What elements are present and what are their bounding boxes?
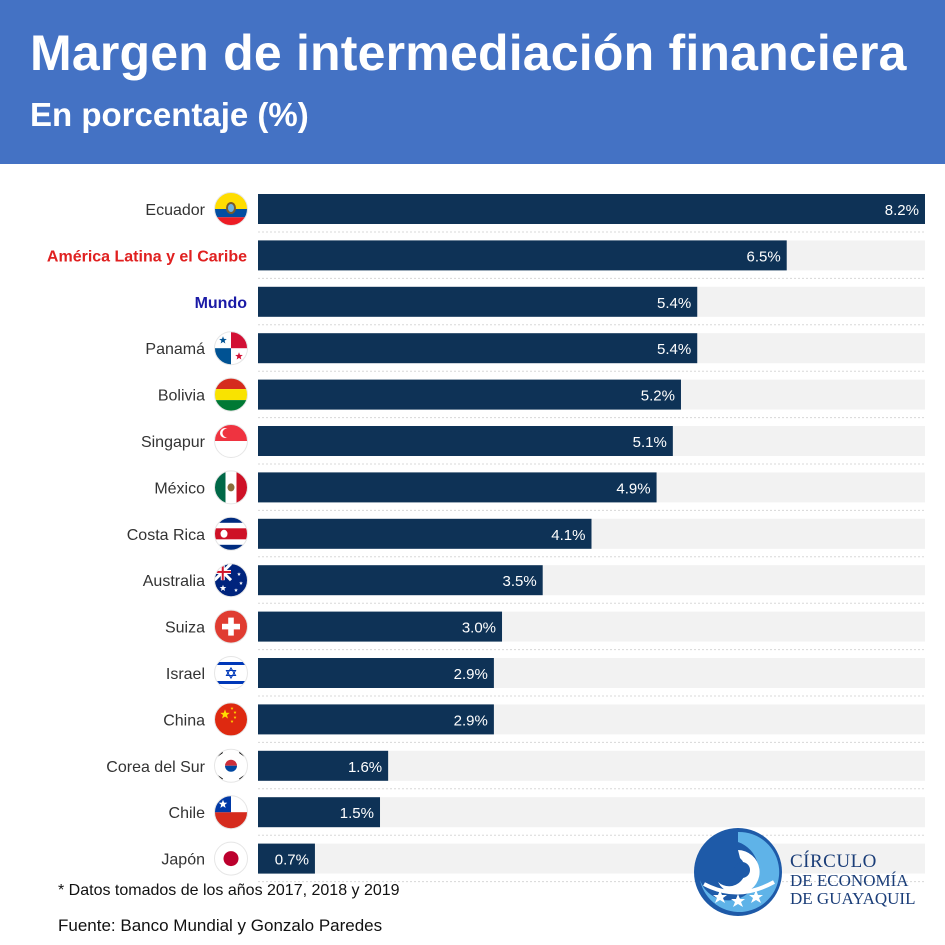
footnote: * Datos tomados de los años 2017, 2018 y…	[58, 882, 400, 899]
category-label: Ecuador	[145, 202, 205, 219]
chart-title: Margen de intermediación financiera	[30, 25, 907, 81]
logo-line-2: DE ECONOMÍA	[790, 871, 909, 890]
value-label: 3.0%	[462, 620, 496, 637]
value-label: 1.6%	[348, 759, 382, 776]
category-label: Singapur	[141, 434, 206, 451]
category-label: Mundo	[195, 295, 248, 312]
bar-7	[258, 518, 592, 549]
bar-1	[258, 240, 787, 271]
brand-logo: CÍRCULO DE ECONOMÍA DE GUAYAQUIL	[690, 824, 930, 924]
australia-flag-icon	[214, 563, 248, 598]
china-flag-icon	[214, 702, 248, 737]
category-label: Israel	[166, 666, 205, 683]
logo-line-3: DE GUAYAQUIL	[790, 889, 916, 908]
category-label: Japón	[161, 852, 205, 869]
costa-rica-flag-icon	[214, 516, 248, 551]
bar-3	[258, 333, 698, 364]
value-label: 1.5%	[340, 805, 374, 822]
logo-line-1: CÍRCULO	[790, 851, 877, 872]
category-label: Corea del Sur	[106, 759, 205, 776]
value-label: 5.4%	[657, 341, 691, 358]
bar-6	[258, 472, 657, 503]
category-label: Chile	[169, 805, 206, 822]
source-note: Fuente: Banco Mundial y Gonzalo Paredes	[58, 916, 383, 935]
category-label: China	[163, 712, 205, 729]
header-banner: Margen de intermediación financiera En p…	[0, 0, 945, 164]
bar-8	[258, 565, 543, 596]
circulo-logo-swirl-icon	[694, 828, 782, 916]
bar-10	[258, 658, 494, 688]
value-label: 3.5%	[502, 573, 536, 590]
value-label: 6.5%	[747, 248, 781, 265]
bolivia-flag-icon	[214, 377, 248, 412]
bar-13	[258, 797, 381, 828]
south-korea-flag-icon	[214, 748, 248, 783]
ecuador-flag-icon	[214, 192, 248, 226]
value-label: 2.9%	[454, 666, 488, 683]
bar-4	[258, 379, 681, 410]
category-label: Costa Rica	[127, 527, 205, 544]
value-label: 5.2%	[641, 388, 675, 405]
value-label: 0.7%	[275, 852, 309, 869]
category-label: Panamá	[145, 341, 205, 358]
bar-5	[258, 426, 673, 456]
value-label: 4.9%	[616, 480, 650, 497]
bar-12	[258, 750, 389, 781]
value-label: 5.4%	[657, 295, 691, 312]
bar-14	[258, 843, 315, 874]
bar-11	[258, 704, 494, 735]
category-label: Suiza	[165, 620, 205, 637]
bar-2	[258, 286, 698, 317]
value-label: 5.1%	[633, 434, 667, 451]
category-label: América Latina y el Caribe	[47, 248, 247, 265]
value-label: 4.1%	[551, 527, 585, 544]
value-label: 8.2%	[885, 202, 919, 219]
category-label: Bolivia	[158, 388, 205, 405]
japan-flag-icon	[214, 841, 248, 876]
israel-flag-icon	[214, 656, 248, 690]
mexico-flag-icon	[214, 470, 248, 505]
panama-flag-icon	[214, 331, 248, 366]
chart-subtitle: En porcentaje (%)	[30, 96, 309, 133]
singapore-flag-icon	[214, 424, 248, 458]
switzerland-flag-icon	[214, 609, 248, 644]
value-label: 2.9%	[454, 712, 488, 729]
category-label: Australia	[143, 573, 205, 590]
bar-9	[258, 611, 503, 642]
category-label: México	[154, 480, 205, 497]
bar-0	[258, 194, 925, 224]
logo-text: CÍRCULO DE ECONOMÍA DE GUAYAQUIL	[790, 852, 915, 907]
chile-flag-icon	[214, 795, 248, 830]
bar-track	[258, 843, 925, 874]
